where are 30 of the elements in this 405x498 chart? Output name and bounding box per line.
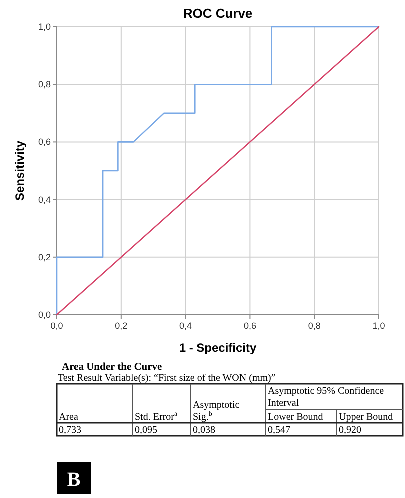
text: Area — [59, 412, 79, 423]
text: B — [67, 469, 81, 491]
x-tick-label: 0,6 — [244, 321, 256, 331]
x-tick-label: 0,4 — [180, 321, 192, 331]
x-tick-label: 0,0 — [50, 321, 64, 331]
text: 0,095 — [135, 425, 158, 436]
text: Asymptotic Sig.$^{b}$ — [193, 400, 240, 423]
y-axis-title: Sensitivity — [13, 140, 27, 202]
text: Upper Bound — [339, 412, 394, 423]
x-tick-label: 0,8 — [308, 321, 321, 331]
y-tick-label: 0,6 — [38, 137, 51, 148]
text: 0,733 — [59, 425, 82, 436]
y-tick-label: 0,2 — [38, 252, 51, 262]
chart-title: ROC Curve — [183, 6, 253, 21]
x-tick-label: 0,2 — [115, 321, 128, 331]
y-tick-label: 0,8 — [38, 80, 51, 90]
line-series — [56, 26, 380, 316]
x-tick-label: 1,0 — [372, 321, 386, 331]
y-tick-label: 0,4 — [38, 194, 51, 205]
x-axis-title: 1 - Specificity — [179, 341, 257, 355]
text: Asymptotic 95% Confidence Interval — [268, 386, 385, 409]
text: Area Under the Curve — [62, 362, 163, 373]
text: Lower Bound — [268, 412, 324, 423]
text: 0,920 — [339, 425, 362, 436]
y-tick-label: 0,0 — [38, 310, 51, 320]
text: 0,547 — [268, 425, 290, 436]
text: Std. Error$^{a}$ — [135, 410, 178, 423]
y-tick-label: 1,0 — [38, 22, 51, 32]
text: Test Result Variable(s): “First size of the WON (mm)” — [58, 373, 276, 384]
text: 0,038 — [193, 425, 216, 436]
